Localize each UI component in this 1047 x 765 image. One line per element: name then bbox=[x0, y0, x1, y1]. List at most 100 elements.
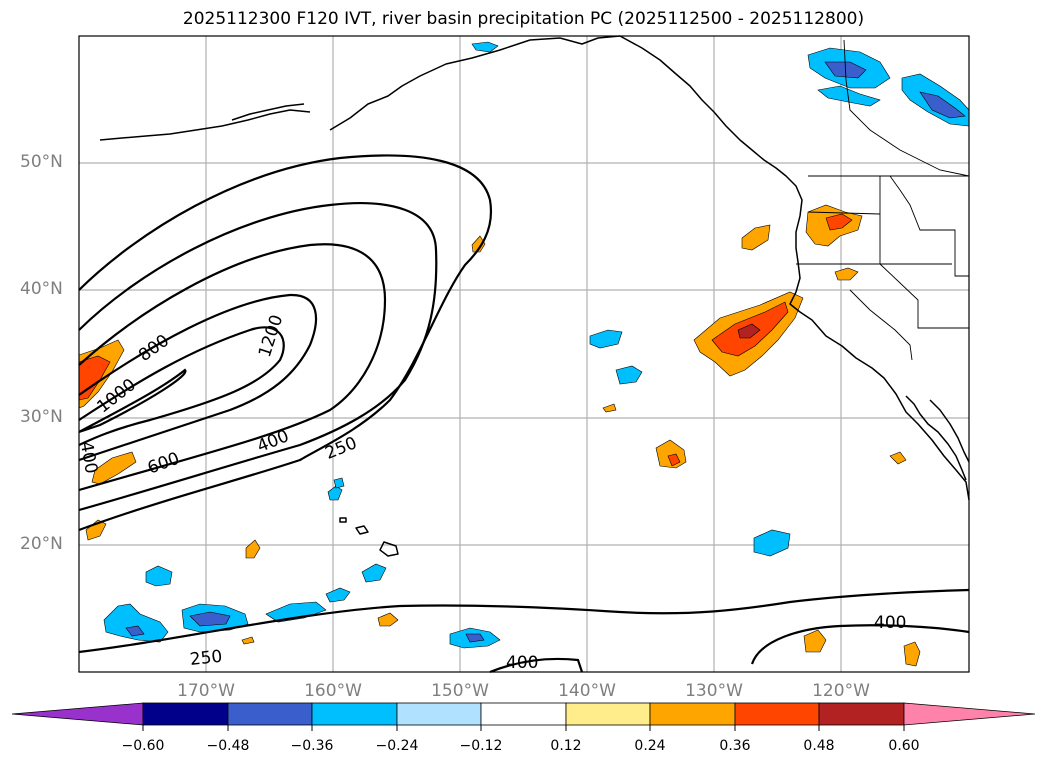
colorbar-tick-label: 0.36 bbox=[719, 738, 751, 754]
precip-blob-w-low2 bbox=[85, 519, 107, 541]
colorbar-cell bbox=[649, 702, 736, 726]
colorbar-tick-label: −0.24 bbox=[375, 738, 419, 754]
precip-blob-sw-6 bbox=[361, 563, 387, 583]
gridlines bbox=[79, 36, 969, 672]
precip-blob-offshore-california-max bbox=[737, 323, 761, 339]
precip-blob-sw-3 bbox=[265, 601, 327, 623]
baja-gulf bbox=[929, 399, 970, 463]
ivt-contour-1000 bbox=[78, 326, 285, 447]
precip-blob-south-small bbox=[241, 636, 255, 645]
colorbar-tick-marks bbox=[142, 725, 905, 731]
lon-label-120w: 120°W bbox=[812, 681, 870, 701]
ivt-contour-1200 bbox=[78, 368, 187, 434]
precip-blob-hawaii-s-core bbox=[465, 633, 485, 643]
ivt-contour-label: 400 bbox=[874, 613, 906, 633]
precip-blob-bc-interior bbox=[817, 85, 881, 107]
precip-blob-sw-7 bbox=[327, 485, 343, 501]
ivt-contour-label: 600 bbox=[145, 449, 182, 479]
ivt-contour-400 bbox=[78, 202, 438, 512]
lon-label-130w: 130°W bbox=[685, 681, 743, 701]
precip-positive-shading bbox=[78, 204, 921, 667]
precip-blob-mexico bbox=[903, 641, 921, 667]
colorbar-tick-label: 0.60 bbox=[888, 738, 920, 754]
precip-blob-sw-8 bbox=[333, 477, 345, 489]
precip-blob-baja bbox=[889, 451, 907, 465]
precip-blob-w-low bbox=[91, 451, 137, 485]
precip-blob-small-1 bbox=[602, 403, 617, 413]
precip-blob-sw-4 bbox=[145, 565, 173, 587]
ivt-contours bbox=[78, 154, 970, 674]
ivt-contour-label: 250 bbox=[322, 433, 360, 464]
colorbar-tick-label: −0.60 bbox=[121, 738, 165, 754]
alaska-peninsula bbox=[231, 103, 305, 121]
precip-blob-norcal bbox=[834, 267, 859, 281]
lon-label-170w: 170°W bbox=[177, 681, 235, 701]
colorbar-cell bbox=[227, 702, 313, 726]
colorbar-cell bbox=[142, 702, 229, 726]
precip-blob-offshore-mexico bbox=[803, 629, 827, 653]
ivt-contour-se-400 bbox=[750, 624, 970, 665]
ivt-contour-250 bbox=[78, 154, 493, 532]
state-borders bbox=[796, 39, 970, 361]
ca-interior-border bbox=[849, 289, 913, 361]
lat-label-40n: 40°N bbox=[20, 279, 63, 299]
colorbar-cell bbox=[311, 702, 398, 726]
wa-or-border bbox=[807, 211, 881, 215]
ivt-contour-800 bbox=[78, 293, 318, 462]
aleutian-chain bbox=[99, 109, 311, 141]
precip-blob-sw-2-core bbox=[189, 611, 231, 627]
colorbar-cell bbox=[480, 702, 567, 726]
colorbar bbox=[11, 702, 1036, 731]
colorbar-tick-label: −0.48 bbox=[206, 738, 250, 754]
colorbar-extend-high bbox=[903, 702, 1036, 726]
ivt-contour-label: 800 bbox=[135, 331, 173, 366]
lat-label-20n: 20°N bbox=[20, 534, 63, 554]
ivt-contour-south-400 bbox=[489, 657, 584, 674]
precip-negative-shading bbox=[103, 41, 970, 649]
precip-blob-east-pac-2 bbox=[615, 365, 643, 385]
colorbar-tick-label: 0.24 bbox=[634, 738, 666, 754]
alaska-coastline bbox=[329, 35, 970, 501]
precip-blob-alberta-core bbox=[919, 91, 966, 119]
precip-blob-small-2 bbox=[377, 612, 399, 627]
colorbar-cell bbox=[396, 702, 482, 726]
precip-blob-sw-1 bbox=[103, 603, 169, 643]
colorbar-cell bbox=[565, 702, 651, 726]
ivt-contour-label: 250 bbox=[189, 647, 223, 670]
hawaii-island-3 bbox=[339, 517, 347, 523]
nevada-border bbox=[879, 176, 969, 329]
ivt-contour-label: 400 bbox=[506, 653, 538, 673]
lon-label-150w: 150°W bbox=[431, 681, 489, 701]
colorbar-cell bbox=[818, 702, 905, 726]
colorbar-cell bbox=[734, 702, 820, 726]
lat-label-50n: 50°N bbox=[20, 152, 63, 172]
precip-blob-sw-1-core bbox=[125, 625, 145, 637]
colorbar-tick-label: −0.36 bbox=[290, 738, 334, 754]
precip-blob-east-pac-1 bbox=[589, 329, 623, 349]
colorbar-tick-label: −0.12 bbox=[459, 738, 503, 754]
lon-label-160w: 160°W bbox=[304, 681, 362, 701]
precip-blob-ne-pacific-core bbox=[667, 453, 681, 467]
precip-blob-alaska-gulf bbox=[471, 41, 499, 53]
coastlines bbox=[99, 35, 970, 557]
precip-blob-oregon-core bbox=[825, 213, 853, 231]
hawaii-island-2 bbox=[355, 525, 369, 535]
ivt-contour-label: 400 bbox=[254, 426, 292, 457]
colorbar-extend-low bbox=[11, 702, 144, 726]
bc-border bbox=[843, 39, 970, 177]
lat-label-30n: 30°N bbox=[20, 407, 63, 427]
map-frame bbox=[78, 35, 970, 673]
precip-blob-sw-5 bbox=[325, 587, 351, 603]
precip-blob-east-pac-3 bbox=[753, 529, 791, 557]
colorbar-tick-label: 0.48 bbox=[803, 738, 835, 754]
lon-label-140w: 140°W bbox=[558, 681, 616, 701]
colorbar-tick-label: 0.12 bbox=[550, 738, 582, 754]
figure-title: 2025112300 F120 IVT, river basin precipi… bbox=[182, 9, 865, 29]
ivt-contour-south-250 bbox=[78, 588, 970, 654]
idaho-border bbox=[889, 175, 969, 277]
baja-california bbox=[905, 395, 967, 481]
precip-blob-coast-north bbox=[741, 224, 771, 251]
hawaii-island-1 bbox=[379, 541, 399, 557]
precip-blob-hawaii-n bbox=[471, 235, 486, 253]
